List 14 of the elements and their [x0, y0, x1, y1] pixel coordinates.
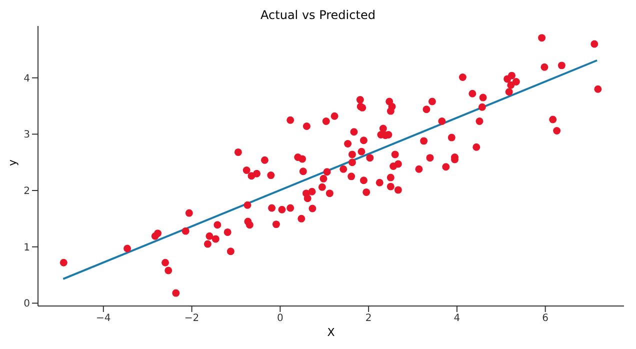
- y-axis-title: y: [6, 159, 19, 166]
- chart-title: Actual vs Predicted: [260, 8, 376, 24]
- y-tick-label: 2: [24, 186, 30, 198]
- x-tick-label: −4: [96, 313, 111, 324]
- x-tick-label: 4: [454, 313, 460, 324]
- y-tick-label: 1: [24, 242, 30, 254]
- y-tick-label: 4: [24, 73, 30, 84]
- x-tick-label: −2: [184, 313, 200, 324]
- x-axis-title: X: [327, 326, 336, 339]
- x-tick-label: 2: [365, 313, 372, 324]
- y-tick-label: 0: [24, 298, 30, 310]
- x-tick-label: 6: [542, 313, 549, 324]
- y-tick-label: 3: [24, 130, 30, 141]
- x-tick-label: 0: [276, 313, 284, 324]
